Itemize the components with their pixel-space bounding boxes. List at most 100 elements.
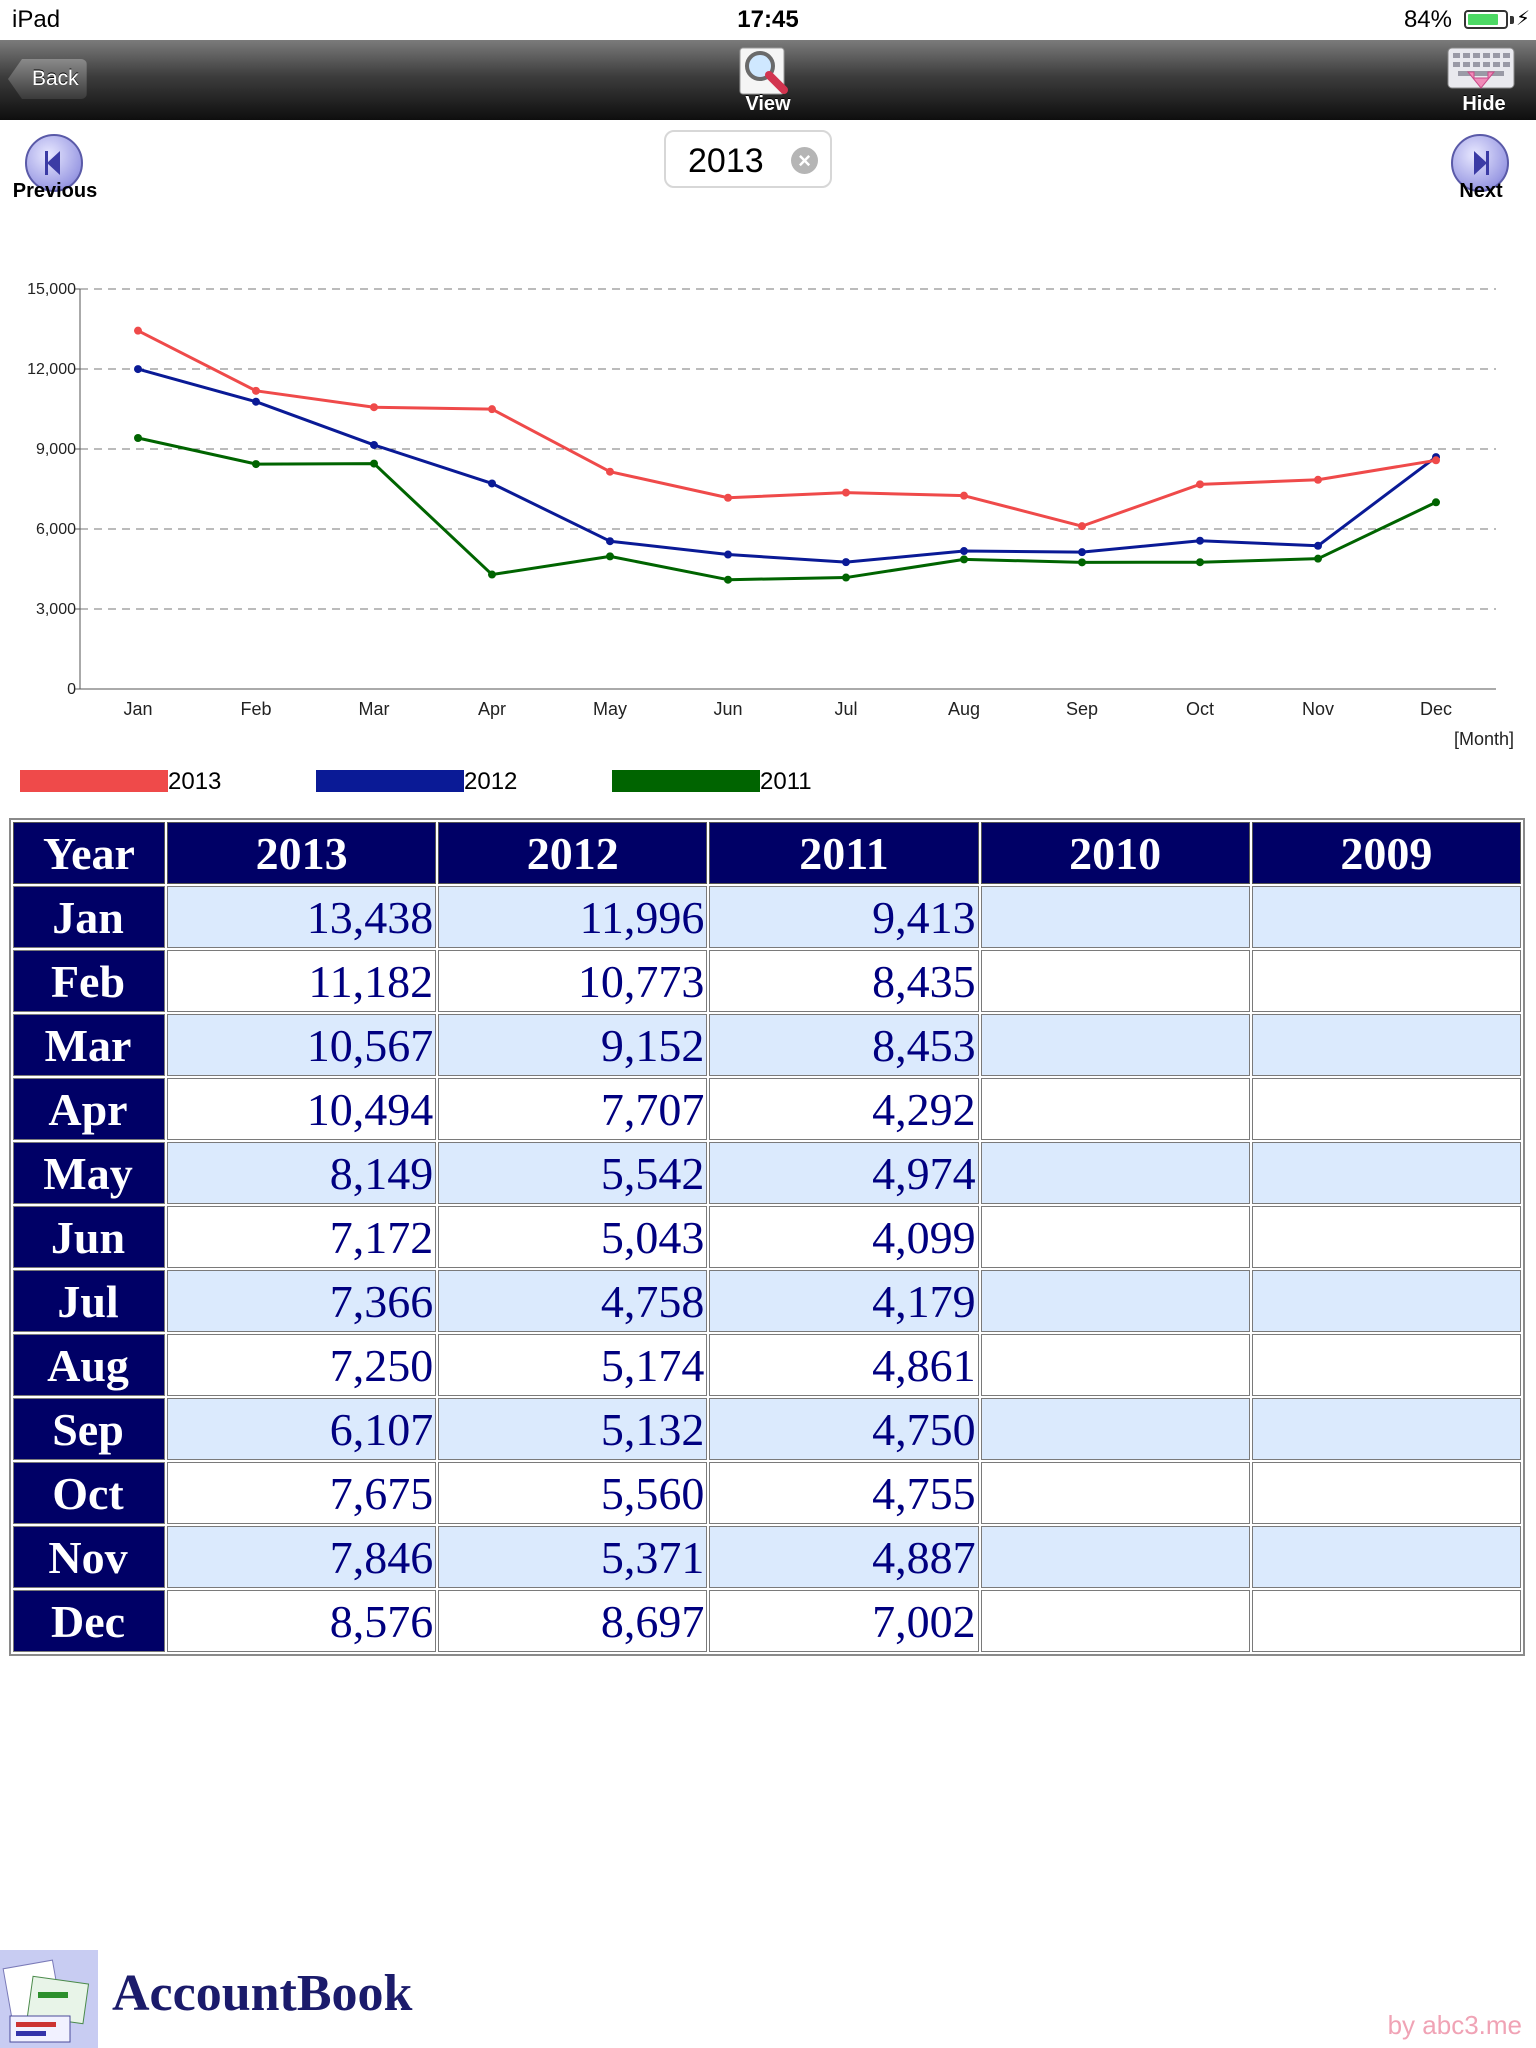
data-point-2012 — [606, 537, 614, 546]
data-point-2012 — [370, 440, 378, 449]
table-cell — [1251, 1206, 1521, 1268]
table-cell — [980, 950, 1250, 1012]
table-cell — [1251, 1590, 1521, 1652]
chart-svg: 0 3,000 6,000 9,000 12,000 15,000 Jan Feb Mar Apr… — [27, 281, 1514, 749]
table-cell — [980, 1078, 1250, 1140]
row-header: Jun — [13, 1206, 165, 1268]
data-point-2012 — [1196, 536, 1204, 545]
data-point-2011 — [724, 575, 732, 584]
row-header: Mar — [13, 1014, 165, 1076]
legend-swatch — [20, 770, 168, 792]
back-button[interactable]: Back — [8, 59, 87, 99]
next-button[interactable]: Next — [1426, 130, 1536, 210]
previous-button[interactable]: Previous — [0, 130, 110, 210]
chevron-left-icon — [25, 134, 83, 192]
x-tick-label: Sep — [1066, 699, 1098, 719]
charging-icon: ⚡ — [1515, 8, 1530, 30]
chevron-right-icon — [1451, 134, 1509, 192]
table-cell: 8,697 — [438, 1590, 708, 1652]
table-row: Sep 6,107 5,132 4,750 — [13, 1398, 1521, 1460]
table-row: Feb 11,182 10,773 8,435 — [13, 950, 1521, 1012]
x-tick-label: Apr — [478, 699, 506, 719]
table-cell: 7,707 — [438, 1078, 708, 1140]
table-row: Jul 7,366 4,758 4,179 — [13, 1270, 1521, 1332]
data-point-2011 — [842, 573, 850, 582]
table-cell: 8,149 — [167, 1142, 437, 1204]
y-tick-label: 6,000 — [36, 521, 76, 538]
table-cell: 4,099 — [709, 1206, 979, 1268]
next-label: Next — [1459, 180, 1503, 202]
column-header: 2011 — [709, 822, 979, 884]
data-point-2013 — [606, 467, 614, 476]
table-cell — [1251, 1334, 1521, 1396]
table-cell: 4,750 — [709, 1398, 979, 1460]
table-cell — [980, 886, 1250, 948]
y-tick-label: 12,000 — [27, 361, 76, 378]
table-cell: 7,366 — [167, 1270, 437, 1332]
column-header: 2013 — [167, 822, 437, 884]
table-cell — [980, 1398, 1250, 1460]
table-cell: 5,542 — [438, 1142, 708, 1204]
data-table: Year 2013 2012 2011 2010 2009 Jan 13,438 1… — [9, 818, 1525, 1656]
data-point-2012 — [1314, 541, 1322, 550]
column-header: 2012 — [438, 822, 708, 884]
table-cell — [1251, 886, 1521, 948]
table-cell — [980, 1526, 1250, 1588]
table-cell: 10,773 — [438, 950, 708, 1012]
table-cell: 7,675 — [167, 1462, 437, 1524]
table-cell: 5,132 — [438, 1398, 708, 1460]
table-cell: 7,250 — [167, 1334, 437, 1396]
table-cell: 5,174 — [438, 1334, 708, 1396]
table-cell: 5,043 — [438, 1206, 708, 1268]
table-cell — [1251, 1462, 1521, 1524]
year-input[interactable]: 2013 × — [664, 130, 832, 188]
table-cell — [980, 1590, 1250, 1652]
data-point-2013 — [960, 491, 968, 500]
table-cell: 10,567 — [167, 1014, 437, 1076]
previous-label: Previous — [12, 180, 98, 202]
table-cell: 9,152 — [438, 1014, 708, 1076]
data-point-2012 — [134, 365, 142, 374]
battery-cap — [1510, 16, 1514, 24]
table-row: Mar 10,567 9,152 8,453 — [13, 1014, 1521, 1076]
device-name: iPad — [12, 6, 61, 33]
data-point-2011 — [488, 570, 496, 579]
data-point-2011 — [134, 433, 142, 442]
table-cell: 7,172 — [167, 1206, 437, 1268]
y-tick-label: 15,000 — [27, 281, 76, 298]
data-point-2013 — [488, 405, 496, 414]
column-header: Year — [13, 822, 165, 884]
data-point-2013 — [1314, 475, 1322, 484]
table-cell: 5,371 — [438, 1526, 708, 1588]
table-row: Aug 7,250 5,174 4,861 — [13, 1334, 1521, 1396]
row-header: Oct — [13, 1462, 165, 1524]
data-point-2011 — [1078, 558, 1086, 567]
battery-icon — [1464, 10, 1508, 29]
table-row: Dec 8,576 8,697 7,002 — [13, 1590, 1521, 1652]
table-cell — [1251, 1142, 1521, 1204]
row-header: Jan — [13, 886, 165, 948]
data-point-2011 — [1196, 558, 1204, 567]
row-header: Apr — [13, 1078, 165, 1140]
table-cell: 7,002 — [709, 1590, 979, 1652]
x-tick-label: Jan — [123, 699, 152, 719]
clock: 17:45 — [737, 6, 799, 33]
data-point-2013 — [252, 386, 260, 395]
clear-icon[interactable]: × — [791, 147, 818, 174]
row-header: Feb — [13, 950, 165, 1012]
table-cell — [980, 1206, 1250, 1268]
table-cell: 11,996 — [438, 886, 708, 948]
x-axis-label: [Month] — [1454, 729, 1514, 749]
table-cell — [1251, 1078, 1521, 1140]
x-tick-label: Dec — [1420, 699, 1452, 719]
data-point-2012 — [842, 558, 850, 567]
hide-keyboard-button[interactable]: Hide — [1444, 44, 1524, 116]
data-point-2012 — [252, 397, 260, 406]
column-header: 2010 — [980, 822, 1250, 884]
table-row: Jun 7,172 5,043 4,099 — [13, 1206, 1521, 1268]
table-cell — [980, 1462, 1250, 1524]
view-button[interactable]: View — [728, 44, 808, 116]
table-row: Oct 7,675 5,560 4,755 — [13, 1462, 1521, 1524]
legend-label: 2011 — [760, 768, 812, 795]
data-point-2012 — [960, 547, 968, 556]
